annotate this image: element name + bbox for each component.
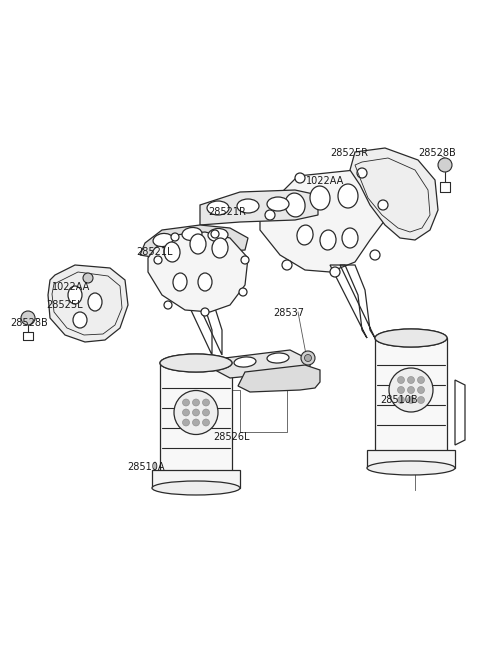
Ellipse shape [208,228,228,241]
Circle shape [83,273,93,283]
Polygon shape [350,148,438,240]
Ellipse shape [285,193,305,217]
Circle shape [241,256,249,264]
Ellipse shape [88,293,102,311]
Text: 28510B: 28510B [380,395,418,405]
Ellipse shape [310,186,330,210]
Circle shape [182,409,190,416]
Ellipse shape [173,273,187,291]
Ellipse shape [234,357,256,367]
Polygon shape [140,225,248,258]
Ellipse shape [338,184,358,208]
Ellipse shape [182,228,202,241]
Circle shape [408,396,415,403]
Polygon shape [148,232,248,312]
Polygon shape [160,363,232,472]
Ellipse shape [207,201,229,215]
Polygon shape [367,450,455,468]
Text: 1022AA: 1022AA [306,176,344,186]
Polygon shape [375,338,447,452]
Circle shape [21,311,35,325]
Text: 28526L: 28526L [213,432,250,442]
Circle shape [203,409,209,416]
Circle shape [174,390,218,434]
Ellipse shape [160,354,232,372]
Ellipse shape [152,481,240,495]
Text: 28525R: 28525R [330,148,368,158]
Circle shape [192,409,200,416]
Circle shape [438,158,452,172]
Ellipse shape [212,238,228,258]
Ellipse shape [367,461,455,475]
Ellipse shape [164,242,180,262]
Text: 28521R: 28521R [208,207,246,217]
Text: 28537: 28537 [273,308,304,318]
Polygon shape [260,170,385,272]
Circle shape [239,288,247,296]
Ellipse shape [68,286,82,304]
Circle shape [182,419,190,426]
Polygon shape [48,265,128,342]
Circle shape [171,233,179,241]
Circle shape [295,173,305,183]
Ellipse shape [267,353,289,363]
Circle shape [397,377,405,384]
Circle shape [389,368,433,412]
Circle shape [203,419,209,426]
Circle shape [418,377,424,384]
Circle shape [357,168,367,178]
Polygon shape [238,365,320,392]
Circle shape [164,301,172,309]
Circle shape [211,230,219,238]
Circle shape [265,210,275,220]
Ellipse shape [320,230,336,250]
Circle shape [408,377,415,384]
Polygon shape [200,190,318,225]
Ellipse shape [342,228,358,248]
Ellipse shape [190,234,206,254]
Text: 28528B: 28528B [418,148,456,158]
Circle shape [418,386,424,394]
Ellipse shape [198,273,212,291]
Text: 28521L: 28521L [136,247,172,257]
Text: 1022AA: 1022AA [52,282,90,292]
Circle shape [301,351,315,365]
Circle shape [418,396,424,403]
Text: 28528B: 28528B [10,318,48,328]
Polygon shape [152,470,240,488]
Circle shape [408,386,415,394]
Ellipse shape [375,329,447,347]
Circle shape [397,386,405,394]
Circle shape [182,399,190,406]
Ellipse shape [73,312,87,328]
Circle shape [397,396,405,403]
Ellipse shape [267,197,289,211]
Circle shape [282,260,292,270]
Circle shape [192,419,200,426]
Ellipse shape [237,199,259,213]
Circle shape [370,250,380,260]
Text: 28510A: 28510A [127,462,165,472]
Text: 28525L: 28525L [46,300,83,310]
Circle shape [154,256,162,264]
Circle shape [304,354,312,361]
Circle shape [203,399,209,406]
Circle shape [192,399,200,406]
Circle shape [330,267,340,277]
Ellipse shape [375,329,447,347]
Ellipse shape [160,354,232,372]
Ellipse shape [297,225,313,245]
Circle shape [378,200,388,210]
Polygon shape [215,350,310,378]
Ellipse shape [153,234,173,247]
Circle shape [201,308,209,316]
